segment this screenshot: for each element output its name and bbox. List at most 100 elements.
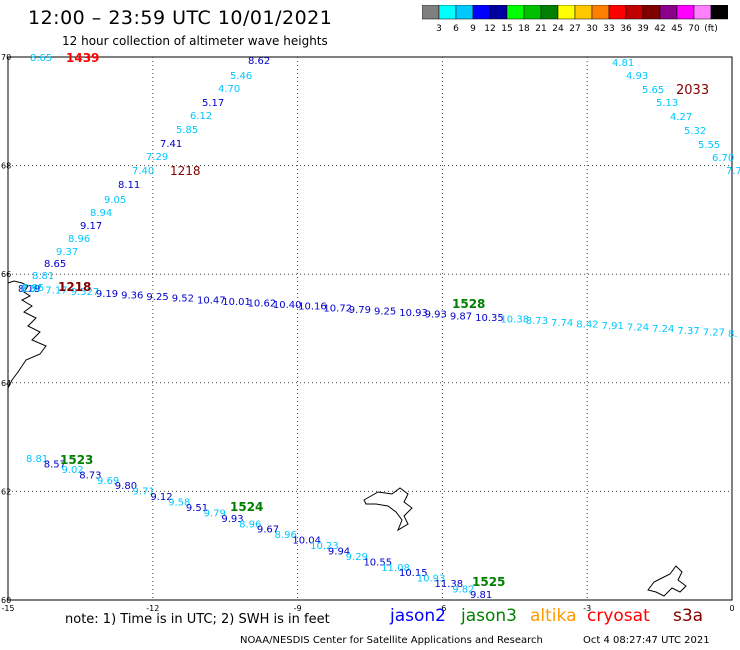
track-value: 9.82 [452,585,474,596]
track-value: 9.52 [172,294,194,305]
scale-label: 45 [671,24,682,34]
track-value: 10.93 [399,308,428,319]
track-time-label: 1523 [60,453,93,467]
track-value: 5.65 [642,85,664,96]
track-value: 7.74 [551,318,573,329]
track-value: 9.37 [56,247,78,258]
track-value: 9.94 [328,546,350,557]
track-value: 4.81 [612,58,634,69]
units-note: note: 1) Time is in UTC; 2) SWH is in fe… [65,612,330,627]
lat-label: 64 [1,379,11,388]
track-value: 10.62 [248,298,277,309]
color-scale-legend: 3 6 9 12 15 18 21 24 27 30 33 36 39 42 45 70 (ft) [422,5,728,34]
track-value: 8.42 [576,319,598,330]
track-time-label: 1525 [472,575,505,589]
lon-label: -6 [438,604,446,613]
track-value: 5.13 [656,98,678,109]
track-value: 5.55 [698,140,720,151]
track-value: 7.29 [146,152,168,163]
track-value: 8.73 [526,316,548,327]
track-value: 10.16 [298,302,327,313]
track-value: 4.70 [218,84,240,95]
track-value: 5.46 [230,71,252,82]
track-value: 10.55 [363,557,392,568]
track-value: 8.19 [18,284,40,295]
track-value: 8. [728,329,738,340]
track-value: 10.93 [417,574,446,585]
scale-swatch [489,5,508,20]
track-time-label: 1524 [230,500,263,514]
track-value: 6.12 [190,111,212,122]
lon-label: -15 [1,604,14,613]
track-value: 7.24 [652,324,674,335]
scale-label: (ft) [704,24,718,34]
track-value: 7.24 [627,323,649,334]
track-value: 7.37 [677,326,699,337]
legend-jason3: jason3 [461,606,517,626]
scale-swatch [608,5,627,20]
shetland-coastline [647,565,687,597]
track-value: 10.35 [475,313,504,324]
track-value: 11.08 [381,563,410,574]
scale-swatch [540,5,559,20]
track-value: 6.70 [712,153,734,164]
scale-swatch [472,5,491,20]
faroe-islands-coastline [363,487,413,532]
track-value: 10.72 [323,303,352,314]
track-time-label: 1528 [452,297,485,311]
track-time-label: 1218 [58,280,91,294]
legend-cryosat: cryosat [587,606,650,626]
track-value: 9.67 [257,525,279,536]
lon-label: 0 [729,604,734,613]
scale-swatch [591,5,610,20]
track-value: 10.47 [197,295,226,306]
lat-label: 66 [1,270,11,279]
track-value: 8.73 [79,470,101,481]
scale-swatch [676,5,695,20]
track-value: 9.93 [221,514,243,525]
scale-label: 33 [603,24,614,34]
track-value: 9.19 [96,289,118,300]
track-value: 5.85 [176,125,198,136]
track-value: 9.58 [168,498,190,509]
track-value: 7.27 [703,327,725,338]
track-value: 8.81 [26,454,48,465]
track-value: 8.94 [90,208,112,219]
lon-label: -3 [583,604,591,613]
track-value: 8.96 [275,530,297,541]
track-value: 9.29 [346,552,368,563]
track-value: 9.05 [104,195,126,206]
scale-label: 36 [620,24,632,34]
track-value: 9.02 [62,465,84,476]
scale-swatch [557,5,576,20]
track-value: 7.7 [726,166,740,177]
track-value: 9.17 [80,221,102,232]
track-value: 8.81 [32,271,54,282]
scale-swatch [438,5,457,20]
track-value: 9.69 [97,476,119,487]
legend-altika: altika [530,606,577,626]
scale-label: 27 [569,24,580,34]
scale-label: 15 [501,24,512,34]
track-value: 9.93 [425,310,447,321]
track-value: 7.41 [160,139,182,150]
scale-label: 12 [484,24,495,34]
track-value: 4.93 [626,71,648,82]
scale-swatch [506,5,525,20]
scale-label: 42 [654,24,665,34]
track-value: 8.96 [239,519,261,530]
track-value: 10.15 [399,568,428,579]
track-value: 9.12 [150,492,172,503]
scale-label: 21 [535,24,546,34]
page-title: 12:00 – 23:59 UTC 10/01/2021 [28,7,333,29]
legend-jason2: jason2 [390,606,446,626]
scale-swatch [659,5,678,20]
scale-label: 18 [518,24,530,34]
track-value: 8.65 [44,259,66,270]
lat-label: 68 [1,162,11,171]
track-value: 9.79 [204,508,226,519]
track-value: 7.40 [132,166,154,177]
track-value: 9.87 [450,311,472,322]
track-value: 9.71 [133,487,155,498]
